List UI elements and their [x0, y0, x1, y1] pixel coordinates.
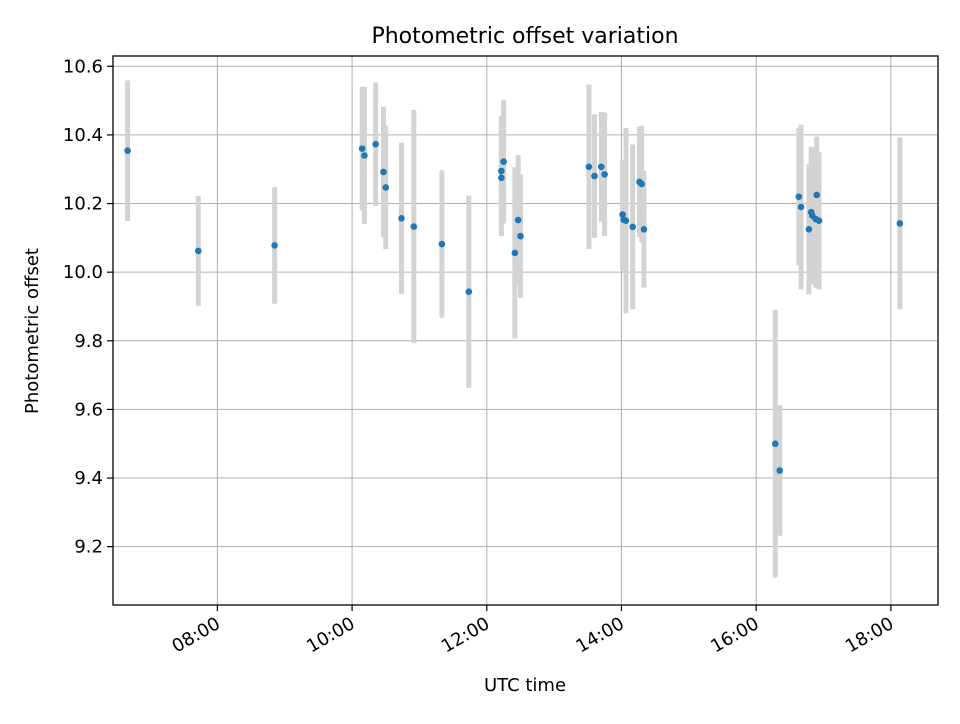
y-tick-label: 10.2: [63, 194, 103, 215]
data-points: [124, 140, 904, 474]
data-point: [498, 167, 505, 175]
data-point: [380, 168, 387, 176]
data-point: [514, 216, 522, 224]
data-point: [805, 225, 813, 233]
data-point: [815, 217, 823, 224]
data-point: [195, 247, 202, 255]
y-tick-label: 9.6: [74, 399, 103, 420]
y-tick-label: 10.4: [63, 125, 103, 146]
data-point: [622, 217, 630, 224]
data-point: [585, 163, 593, 171]
data-point: [795, 193, 803, 200]
data-point: [511, 249, 519, 257]
data-point: [597, 163, 605, 171]
y-tick-label: 10.6: [63, 56, 103, 77]
plot-frame: [112, 55, 939, 606]
data-point: [771, 440, 779, 448]
data-point: [638, 180, 645, 188]
data-point: [797, 203, 805, 211]
data-point: [438, 240, 446, 248]
data-point: [124, 147, 131, 155]
y-axis-label: Photometric offset: [22, 248, 43, 414]
data-point: [601, 171, 608, 178]
data-point: [372, 140, 379, 148]
data-point: [619, 211, 626, 218]
x-axis-label: UTC time: [484, 675, 566, 696]
data-point: [629, 223, 636, 231]
data-point: [465, 288, 473, 296]
y-tick-label: 9.8: [74, 331, 103, 352]
data-point: [410, 223, 418, 230]
data-point: [382, 184, 390, 191]
y-axis-ticks: 9.2 9.4 9.6 9.8 10.0 10.2 10.4 10.6: [63, 56, 113, 558]
data-point: [591, 172, 598, 180]
data-point: [517, 232, 524, 240]
data-point: [813, 191, 821, 199]
y-tick-label: 9.4: [74, 468, 103, 489]
chart-title: Photometric offset variation: [371, 24, 678, 49]
data-point: [358, 145, 366, 152]
y-tick-label: 10.0: [63, 262, 103, 283]
data-point: [271, 242, 278, 249]
data-point: [398, 214, 405, 222]
data-point: [896, 220, 904, 227]
data-point: [498, 174, 505, 182]
y-tick-label: 9.2: [74, 537, 103, 558]
data-point: [500, 158, 507, 165]
data-point: [776, 467, 784, 474]
data-point: [361, 152, 368, 159]
data-point: [640, 225, 648, 233]
